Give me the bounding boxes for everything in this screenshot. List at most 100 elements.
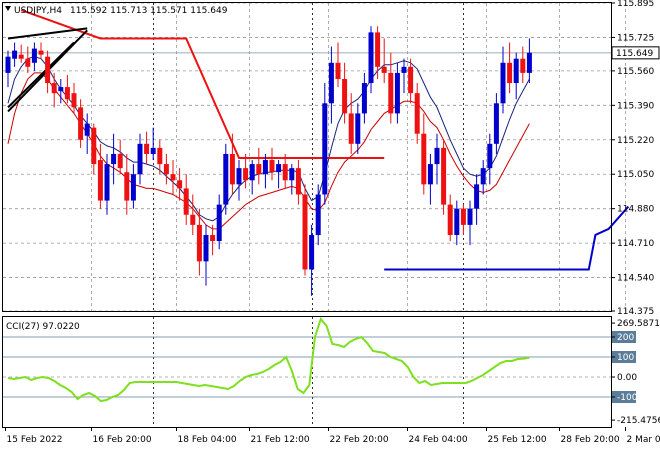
cci-series-line xyxy=(7,316,530,403)
cci-axis: 269.5871 200 100 0.00 -100 -215.4756 xyxy=(611,319,660,426)
candle-body xyxy=(342,78,348,114)
candle-body xyxy=(520,58,526,73)
cci-tick-label: 200 xyxy=(617,333,634,343)
price-tick-label: 115.895 xyxy=(617,0,654,9)
candle-body xyxy=(210,235,216,242)
time-tick-label: 24 Feb 04:00 xyxy=(409,435,468,445)
candle-body xyxy=(144,143,150,154)
candle-body xyxy=(170,174,176,181)
candle-body xyxy=(487,143,493,169)
candle-body xyxy=(368,32,374,84)
candle-body xyxy=(335,62,341,79)
candle-body xyxy=(295,168,301,195)
candle-body xyxy=(526,52,532,73)
candle-body xyxy=(104,164,110,201)
candle-body xyxy=(78,107,84,140)
candle-body xyxy=(328,62,334,104)
cci-frame xyxy=(2,316,612,428)
candle-body xyxy=(236,168,242,185)
candle-body xyxy=(388,72,394,114)
candle-body xyxy=(97,160,103,201)
candle-body xyxy=(243,168,249,181)
cci-tick-label: -100 xyxy=(617,393,638,403)
candle-body xyxy=(408,66,414,94)
price-tick-label: 115.725 xyxy=(617,33,654,43)
candle-body xyxy=(414,93,420,134)
candle-body xyxy=(381,66,387,73)
candle-body xyxy=(507,62,513,84)
trend-line[interactable] xyxy=(7,41,75,109)
candle-body xyxy=(289,168,295,181)
time-tick-label: 15 Feb 2022 xyxy=(7,435,63,445)
time-axis: 15 Feb 2022 16 Feb 20:00 18 Feb 04:00 21 Fe… xyxy=(5,427,660,445)
price-tick-label: 114.375 xyxy=(617,307,654,317)
price-tick-label: 115.220 xyxy=(617,136,654,146)
candle-body xyxy=(315,194,321,236)
candle-body xyxy=(474,184,480,209)
candle-body xyxy=(441,147,447,205)
candle-body xyxy=(434,147,440,165)
stop-line-lower xyxy=(384,205,630,271)
cci-label: CCI(27) 97.0220 xyxy=(6,322,80,332)
candle-body xyxy=(5,56,11,73)
candle-body xyxy=(117,153,123,169)
candle-body xyxy=(45,56,51,84)
cci-tick-label: 269.5871 xyxy=(617,319,660,329)
candle-body xyxy=(276,164,282,173)
cci-tick-label: 0.00 xyxy=(617,373,637,383)
candle-body xyxy=(51,83,57,94)
candle-body xyxy=(348,113,354,144)
symbol-label: USDJPY,H4 xyxy=(14,6,62,16)
candle-body xyxy=(84,123,90,136)
candle-body xyxy=(427,164,433,185)
candle-body xyxy=(480,168,486,185)
candles xyxy=(5,26,532,296)
candle-body xyxy=(12,50,18,59)
candle-body xyxy=(183,188,189,215)
candle-body xyxy=(137,143,143,175)
time-tick-label: 28 Feb 20:00 xyxy=(561,435,620,445)
candle-body xyxy=(493,103,499,144)
cci-level-box xyxy=(612,391,636,403)
price-tick-label: 114.710 xyxy=(617,239,654,249)
candle-body xyxy=(130,174,136,201)
candle-body xyxy=(421,133,427,185)
candle-body xyxy=(467,208,473,225)
price-tick-label: 115.390 xyxy=(617,101,654,111)
candle-body xyxy=(375,32,381,67)
collapse-triangle-icon[interactable] xyxy=(5,6,11,11)
candle-body xyxy=(203,235,209,262)
candle-body xyxy=(500,62,506,104)
candle-body xyxy=(361,83,367,114)
candle-body xyxy=(38,50,44,55)
candle-body xyxy=(71,93,77,108)
candle-body xyxy=(401,66,407,73)
candle-body xyxy=(256,164,262,175)
candle-body xyxy=(91,127,97,165)
candle-body xyxy=(262,160,268,175)
trend-line[interactable] xyxy=(7,27,88,40)
time-tick-label: 2 Mar 04:00 xyxy=(627,435,660,445)
candle-body xyxy=(177,180,183,189)
candle-body xyxy=(31,48,37,63)
candle-body xyxy=(25,58,31,67)
main-frame xyxy=(2,2,612,312)
candle-body xyxy=(196,224,202,262)
price-axis: 115.895 115.725 115.560 115.390 115.220 115.0… xyxy=(611,0,660,317)
candle-body xyxy=(322,103,328,195)
candle-body xyxy=(447,204,453,236)
cci-tick-label: -215.4756 xyxy=(617,416,660,426)
candle-body xyxy=(355,113,361,144)
candle-body xyxy=(64,87,70,100)
time-tick-label: 16 Feb 20:00 xyxy=(93,435,152,445)
candle-body xyxy=(58,87,64,92)
time-tick-label: 18 Feb 04:00 xyxy=(178,435,237,445)
candle-body xyxy=(249,164,255,181)
cci-level-box xyxy=(612,331,636,343)
candle-body xyxy=(111,153,117,165)
cci-grid xyxy=(3,336,611,398)
candle-body xyxy=(454,208,460,236)
candle-body xyxy=(18,54,24,59)
cci-line xyxy=(7,316,530,403)
